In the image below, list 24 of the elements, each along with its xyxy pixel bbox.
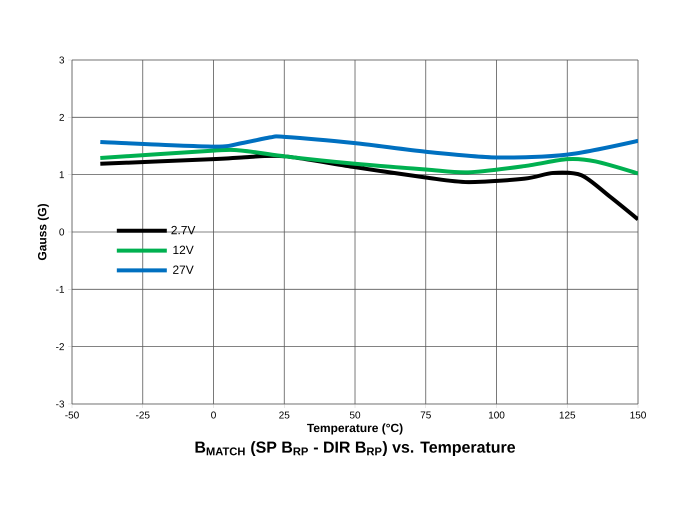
text: B$_{MATCH}$ (SP B$_{RP}$ - DIR B$_{RP}$) vs. Temperature bbox=[196, 441, 516, 456]
y-tick-label: 1 bbox=[60, 171, 64, 178]
x-axis-title: Temperature (°C) bbox=[307, 423, 403, 435]
line-series bbox=[98, 148, 638, 176]
y-tick-label: -3 bbox=[56, 400, 64, 408]
x-tick-label: 0 bbox=[211, 412, 216, 419]
x-tick-label: 150 bbox=[630, 412, 646, 419]
x-tick-label: 25 bbox=[279, 412, 290, 419]
legend-label: 2.7V bbox=[171, 226, 196, 234]
x-tick-label: -25 bbox=[136, 412, 150, 419]
line-series bbox=[98, 134, 638, 160]
y-tick-label: 3 bbox=[59, 56, 64, 64]
x-tick-label: 75 bbox=[420, 412, 431, 418]
y-tick-label: -1 bbox=[56, 286, 64, 293]
legend-label: 27V bbox=[173, 266, 194, 274]
x-tick-label: 50 bbox=[350, 412, 360, 419]
x-tick-label: 125 bbox=[560, 412, 576, 419]
y-tick-label: 2 bbox=[59, 114, 64, 121]
x-tick-label: 100 bbox=[488, 412, 504, 419]
y-tick-label: 0 bbox=[59, 228, 64, 236]
x-tick-label: -50 bbox=[65, 412, 79, 419]
y-axis-title: Gauss (G) bbox=[38, 204, 49, 260]
legend-label: 12V bbox=[173, 246, 194, 254]
y-tick-label: -2 bbox=[56, 343, 64, 350]
